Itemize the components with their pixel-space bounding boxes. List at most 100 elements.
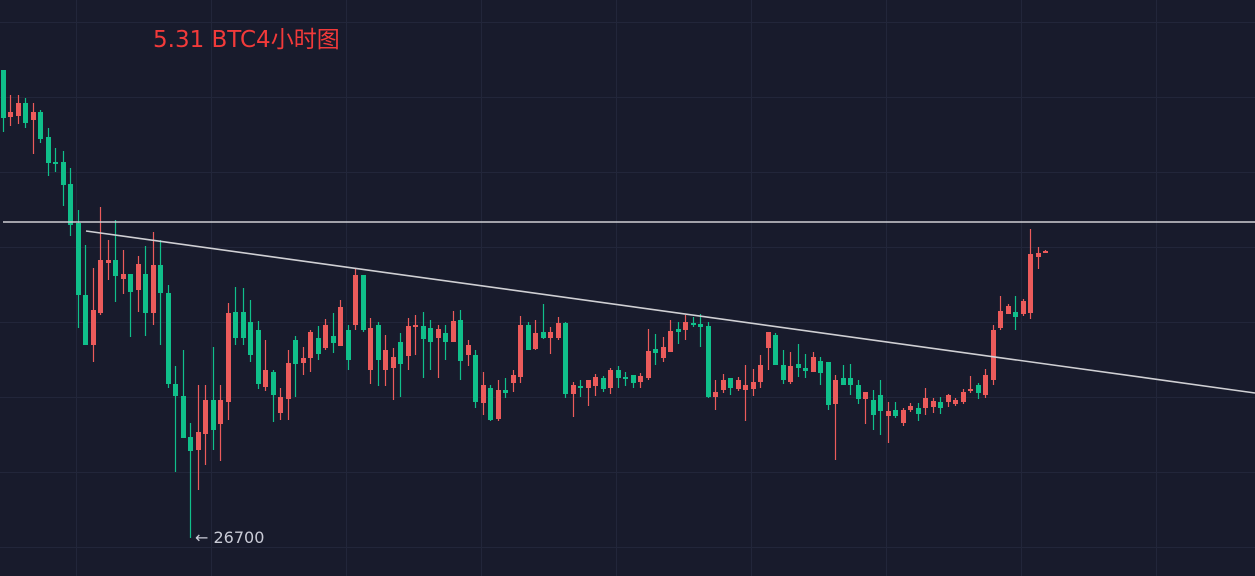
candle-down [676,322,681,344]
candle-down [53,148,58,172]
candle-down [781,350,786,384]
candle-up [713,380,718,410]
candle-up [136,256,141,312]
candle-up [1043,250,1048,253]
candle-down [938,397,943,414]
candle-up [991,325,996,385]
candle-down [1013,296,1018,330]
candle-down [616,366,621,388]
candle-down [211,347,216,450]
candle-down [166,285,171,388]
candle-up [518,316,523,383]
candle-up [286,350,291,420]
candle-down [773,333,778,365]
candle-down [361,275,366,332]
candle-up [8,95,13,126]
candle-down [488,385,493,421]
candle-down [293,336,298,397]
candle-down [248,300,253,362]
candle-down [563,322,568,398]
candle-up [668,320,673,352]
candle-down [458,310,463,380]
candle-down [316,326,321,360]
candle-up [953,398,958,406]
candle-down [346,325,351,370]
candle-down [331,313,336,353]
candle-up [1028,229,1033,319]
candle-down [856,380,861,404]
candle-up [886,402,891,443]
candle-down [241,288,246,345]
candle-up [226,303,231,420]
candle-down [878,380,883,435]
candles [1,70,1048,538]
candle-up [196,385,201,490]
candle-down [601,376,606,392]
candle-down [818,357,823,385]
candle-up [533,320,538,350]
candle-up [571,382,576,417]
candle-up [721,374,726,393]
candle-down [233,287,238,345]
candle-up [511,370,516,392]
chart-title: 5.31 BTC4小时图 [153,27,340,53]
candle-up [736,377,741,391]
candle-up [586,380,591,406]
candle-up [121,250,126,294]
descending-trendline-line[interactable] [85,230,1255,394]
candle-down [38,110,43,143]
candle-up [901,408,906,426]
candle-up [383,335,388,386]
candle-up [218,385,223,461]
candle-down [841,365,846,385]
candle-down [706,322,711,398]
candle-down [76,210,81,328]
trend-lines[interactable] [3,221,1255,394]
candle-up [1006,304,1011,314]
candle-up [766,332,771,370]
candle-up [301,347,306,375]
candle-up [98,207,103,315]
candle-up [646,329,651,380]
candle-up [368,318,373,384]
candle-up [833,375,838,460]
candle-up [931,398,936,413]
candle-down [623,372,628,386]
candle-down [256,321,261,389]
candle-down [848,364,853,395]
candle-down [173,366,178,472]
candle-up [203,385,208,465]
candle-up [106,240,111,280]
candle-up [496,380,501,421]
candle-down [1,70,6,132]
candle-down [271,370,276,422]
candle-up [466,340,471,366]
candle-down [158,240,163,345]
candle-up [961,389,966,404]
candle-down [916,403,921,421]
candle-up [323,319,328,350]
candle-down [803,354,808,378]
candle-up [998,296,1003,330]
candle-down [61,151,66,206]
candle-down [691,317,696,327]
candle-down [976,383,981,399]
candle-up [811,352,816,372]
candle-up [548,327,553,354]
candle-up [638,373,643,388]
candle-down [871,390,876,430]
candle-up [946,394,951,407]
candle-down [631,375,636,388]
candle-up [608,368,613,394]
candle-up [338,300,343,346]
candle-down [143,246,148,336]
candle-up [908,403,913,412]
candle-up [31,103,36,154]
candle-down [653,334,658,365]
candle-down [826,362,831,410]
candle-down [526,322,531,350]
candle-up [661,337,666,362]
candle-down [473,350,478,408]
low-price-label: ← 26700 [195,528,265,547]
